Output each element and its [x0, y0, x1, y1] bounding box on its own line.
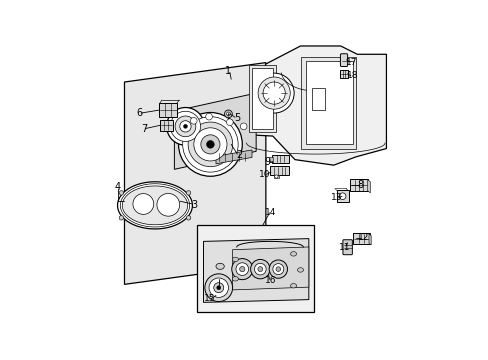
- Ellipse shape: [157, 193, 179, 216]
- Circle shape: [216, 286, 220, 290]
- Polygon shape: [174, 93, 256, 169]
- Text: 5: 5: [233, 113, 240, 123]
- Polygon shape: [300, 57, 355, 149]
- FancyBboxPatch shape: [159, 103, 177, 117]
- Text: 12: 12: [357, 233, 368, 242]
- Polygon shape: [122, 186, 187, 225]
- FancyBboxPatch shape: [340, 54, 347, 67]
- Text: 9: 9: [264, 157, 270, 167]
- Ellipse shape: [232, 276, 238, 281]
- Text: 18: 18: [346, 71, 358, 80]
- Circle shape: [188, 122, 232, 167]
- Text: 4: 4: [115, 182, 121, 192]
- Circle shape: [339, 193, 346, 199]
- Circle shape: [186, 216, 190, 220]
- Text: 15: 15: [203, 294, 215, 303]
- Circle shape: [250, 260, 269, 279]
- Circle shape: [213, 283, 224, 293]
- Text: 13: 13: [331, 193, 342, 202]
- Circle shape: [226, 119, 233, 126]
- Polygon shape: [196, 225, 314, 312]
- Text: 14: 14: [264, 208, 276, 217]
- Circle shape: [254, 73, 293, 113]
- Circle shape: [263, 82, 285, 104]
- Polygon shape: [368, 234, 370, 245]
- Ellipse shape: [133, 194, 153, 214]
- Circle shape: [180, 121, 191, 132]
- Circle shape: [274, 175, 278, 178]
- Circle shape: [236, 263, 248, 275]
- Polygon shape: [367, 180, 369, 193]
- Circle shape: [166, 108, 204, 145]
- Circle shape: [208, 278, 228, 297]
- Circle shape: [224, 110, 232, 118]
- Text: 10: 10: [259, 170, 270, 179]
- Polygon shape: [311, 87, 325, 110]
- Polygon shape: [203, 239, 308, 302]
- Text: 2: 2: [235, 150, 242, 160]
- FancyBboxPatch shape: [352, 233, 369, 244]
- Circle shape: [257, 267, 262, 271]
- Circle shape: [190, 117, 197, 124]
- FancyBboxPatch shape: [270, 166, 289, 175]
- Circle shape: [170, 111, 200, 141]
- Ellipse shape: [216, 263, 224, 269]
- Polygon shape: [246, 46, 386, 165]
- Circle shape: [201, 135, 220, 154]
- Circle shape: [254, 263, 265, 275]
- Polygon shape: [268, 157, 272, 161]
- Circle shape: [206, 140, 214, 148]
- Circle shape: [240, 123, 246, 130]
- FancyBboxPatch shape: [160, 120, 172, 131]
- Circle shape: [183, 125, 187, 128]
- Circle shape: [272, 264, 283, 275]
- Polygon shape: [273, 175, 279, 178]
- Text: 11: 11: [338, 243, 350, 252]
- FancyBboxPatch shape: [336, 190, 348, 202]
- Text: 7: 7: [141, 123, 147, 134]
- Text: 6: 6: [136, 108, 142, 118]
- Polygon shape: [216, 150, 251, 164]
- FancyBboxPatch shape: [342, 240, 352, 255]
- Text: 8: 8: [357, 180, 363, 190]
- Circle shape: [276, 267, 280, 271]
- Circle shape: [119, 216, 123, 220]
- Ellipse shape: [297, 268, 303, 272]
- Circle shape: [183, 117, 238, 172]
- Circle shape: [204, 274, 232, 302]
- Circle shape: [175, 116, 195, 137]
- Ellipse shape: [290, 284, 296, 288]
- Polygon shape: [232, 247, 308, 290]
- Circle shape: [226, 112, 230, 116]
- Circle shape: [231, 258, 252, 280]
- Text: 17: 17: [346, 58, 357, 67]
- Text: 1: 1: [225, 67, 231, 76]
- FancyBboxPatch shape: [340, 69, 347, 78]
- Polygon shape: [117, 182, 192, 229]
- Ellipse shape: [232, 257, 238, 262]
- Circle shape: [268, 260, 287, 278]
- FancyBboxPatch shape: [350, 179, 367, 191]
- Polygon shape: [251, 68, 272, 129]
- Circle shape: [193, 128, 226, 161]
- Circle shape: [239, 266, 244, 272]
- Circle shape: [178, 112, 242, 176]
- Text: 3: 3: [191, 199, 197, 210]
- Circle shape: [186, 191, 190, 195]
- Ellipse shape: [290, 252, 296, 256]
- Circle shape: [205, 113, 212, 120]
- Polygon shape: [249, 66, 275, 132]
- Circle shape: [258, 77, 290, 109]
- Circle shape: [119, 191, 123, 195]
- Polygon shape: [124, 63, 265, 284]
- Text: 16: 16: [264, 276, 276, 285]
- FancyBboxPatch shape: [272, 155, 288, 163]
- Polygon shape: [305, 61, 352, 144]
